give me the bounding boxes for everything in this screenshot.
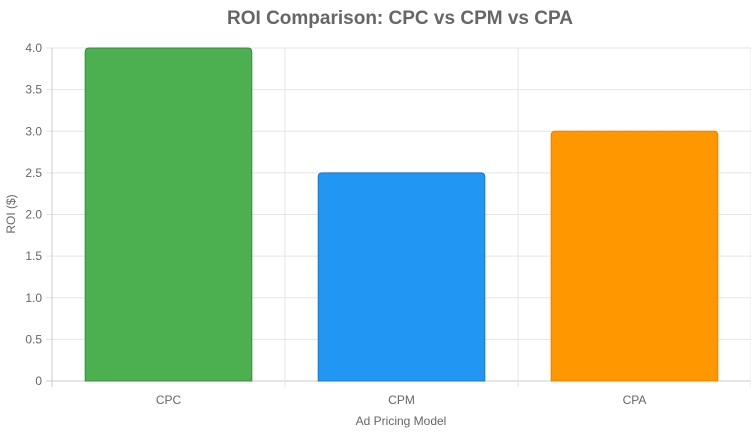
y-tick-label: 3.0 xyxy=(25,124,42,138)
y-tick-label: 1.5 xyxy=(25,249,42,263)
y-tick-label: 2.5 xyxy=(25,166,42,180)
bar-cpa xyxy=(550,130,719,382)
y-tick-label: 0.5 xyxy=(25,332,42,346)
x-tick-label: CPC xyxy=(156,393,182,407)
chart-title: ROI Comparison: CPC vs CPM vs CPA xyxy=(227,8,573,29)
y-tick-label: 1.0 xyxy=(25,291,42,305)
bar-cpm xyxy=(317,172,486,382)
bar-cpc xyxy=(84,47,253,382)
y-tick-label: 4.0 xyxy=(25,41,42,55)
x-axis-label: Ad Pricing Model xyxy=(356,414,447,428)
x-tick-label: CPM xyxy=(388,393,415,407)
x-tick-label: CPA xyxy=(623,393,647,407)
y-tick-label: 2.0 xyxy=(25,208,42,222)
y-tick-label: 3.5 xyxy=(25,83,42,97)
y-tick-label: 0 xyxy=(35,374,42,388)
y-axis-label: ROI ($) xyxy=(4,194,18,233)
